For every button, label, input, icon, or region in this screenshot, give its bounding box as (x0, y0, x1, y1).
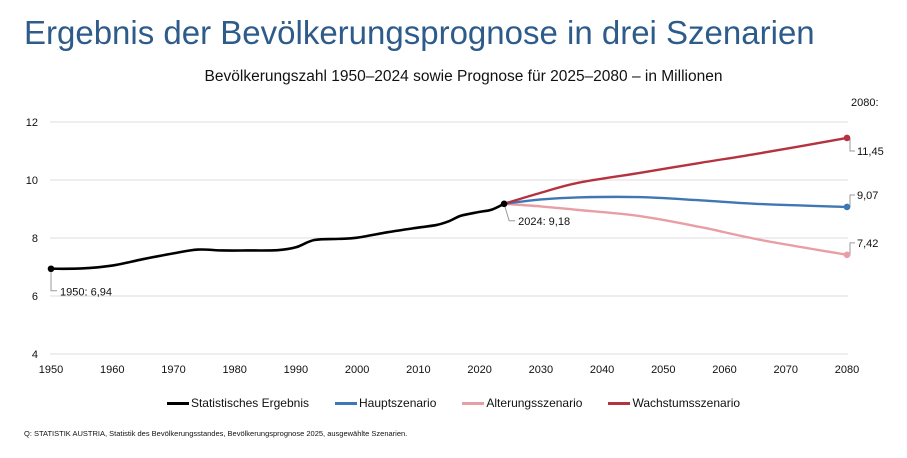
x-tick-label: 1960 (100, 364, 124, 376)
x-tick-label: 1980 (222, 364, 246, 376)
legend-hauptszenario: Hauptszenario (335, 396, 436, 410)
legend-swatch (608, 401, 631, 405)
data-point-marker (843, 203, 851, 211)
page-title: Ergebnis der Bevölkerungsprognose in dre… (24, 14, 815, 51)
legend-label: Hauptszenario (359, 396, 437, 410)
series-lines (49, 136, 849, 271)
y-tick-label: 10 (26, 175, 38, 187)
data-point-marker (500, 200, 508, 208)
x-tick-label: 1950 (39, 364, 63, 376)
data-label: 1950: 6,94 (60, 287, 112, 299)
y-tick-label: 8 (32, 233, 38, 245)
series-line-statistisches-ergebnis (49, 202, 506, 271)
x-tick-label: 2030 (529, 364, 553, 376)
data-label: 7,42 (857, 238, 878, 250)
x-tick-label: 2050 (651, 364, 675, 376)
legend: Statistisches Ergebnis Hauptszenario Alter… (0, 396, 907, 410)
chart-title: Bevölkerungszahl 1950–2024 sowie Prognos… (204, 68, 723, 85)
annotations: 1950: 6,94 2024: 9,18 11,45 9,07 7,42 (47, 134, 884, 299)
data-label: 2024: 9,18 (518, 216, 570, 228)
legend-statistisches-ergebnis: Statistisches Ergebnis (166, 396, 309, 410)
y-tick-label: 4 (32, 349, 38, 361)
series-line-hauptszenario (502, 195, 849, 209)
legend-wachstumsszenario: Wachstumsszenario (608, 396, 740, 410)
leader-line (503, 203, 516, 222)
x-tick-label: 2020 (467, 364, 491, 376)
legend-swatch (166, 401, 189, 405)
source-note: Q: STATISTIK AUSTRIA, Statistik des Bevö… (24, 429, 408, 438)
data-label: 9,07 (857, 190, 878, 202)
series-line-alterungsszenario (502, 202, 849, 257)
legend-swatch (462, 401, 485, 405)
data-point-marker (843, 134, 851, 142)
data-point-marker (47, 265, 55, 273)
y-axis-ticks: 4 6 8 10 12 (26, 117, 38, 361)
legend-label: Alterungsszenario (486, 396, 583, 410)
series-line-wachstumsszenario (502, 136, 849, 205)
x-tick-label: 1990 (284, 364, 308, 376)
legend-alterungsszenario: Alterungsszenario (462, 396, 582, 410)
legend-swatch (335, 401, 357, 405)
legend-label: Wachstumsszenario (632, 396, 741, 410)
x-tick-label: 2040 (590, 364, 614, 376)
x-tick-label: 2000 (345, 364, 369, 376)
gridlines (50, 121, 848, 355)
y-tick-label: 12 (26, 117, 38, 129)
x-axis-ticks: 1950 1960 1970 1980 1990 2000 2010 2020 2030 2040… (39, 364, 859, 376)
y-tick-label: 6 (32, 291, 38, 303)
x-tick-label: 2080 (835, 364, 859, 376)
data-point-marker (843, 251, 851, 259)
x-tick-label: 2010 (406, 364, 430, 376)
data-label: 11,45 (857, 146, 884, 158)
end-label-header: 2080: (851, 97, 879, 109)
x-tick-label: 1970 (161, 364, 185, 376)
leader-line (50, 268, 57, 292)
legend-label: Statistisches Ergebnis (190, 396, 309, 410)
x-tick-label: 2070 (774, 364, 798, 376)
x-tick-label: 2060 (712, 364, 736, 376)
